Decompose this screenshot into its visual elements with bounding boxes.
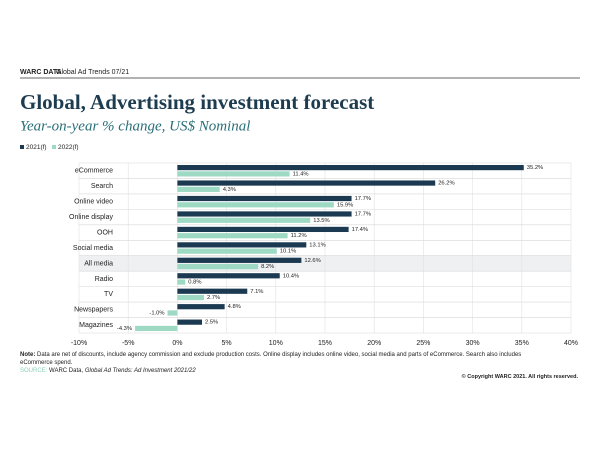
- bar: [177, 319, 202, 325]
- bar: [177, 180, 436, 186]
- value-label: 2.5%: [205, 320, 218, 326]
- category-label: Newspapers: [74, 307, 113, 314]
- category-label: Online video: [74, 198, 113, 205]
- value-label: 8.2%: [261, 264, 274, 270]
- category-label: Social media: [73, 245, 113, 252]
- x-tick-label: 20%: [367, 340, 381, 347]
- bar: [177, 273, 280, 279]
- chart-title: Global, Advertising investment forecast: [20, 90, 374, 114]
- category-label: TV: [104, 291, 113, 298]
- value-label: 35.2%: [527, 165, 543, 171]
- note-text: Data are net of discounts, include agenc…: [20, 352, 522, 366]
- bar: [177, 217, 311, 223]
- category-label: Radio: [95, 276, 113, 283]
- bar: [177, 165, 524, 171]
- bar: [177, 171, 290, 177]
- value-label: 10.4%: [283, 273, 299, 279]
- bar: [177, 288, 248, 294]
- x-tick-label: 25%: [416, 340, 430, 347]
- value-label: 15.9%: [337, 202, 353, 208]
- x-tick-label: -10%: [71, 340, 87, 347]
- bar: [177, 264, 259, 270]
- bar: [135, 325, 178, 332]
- category-label: eCommerce: [75, 168, 113, 175]
- bar: [177, 195, 352, 202]
- bar: [177, 202, 334, 208]
- value-label: 0.8%: [188, 280, 201, 286]
- source: SOURCE: WARC Data, Global Ad Trends: Ad …: [20, 368, 196, 374]
- category-label: Search: [91, 183, 113, 190]
- note-label: Note:: [20, 352, 36, 358]
- bar: [177, 257, 302, 263]
- value-label: 11.4%: [293, 171, 309, 177]
- value-label: 17.7%: [355, 211, 371, 217]
- note: Note: Data are net of discounts, include…: [20, 352, 540, 367]
- x-tick-label: 35%: [515, 340, 529, 347]
- header-title: Global Ad Trends 07/21: [56, 69, 129, 76]
- x-tick-label: 0%: [172, 340, 182, 347]
- source-text: WARC Data,: [49, 368, 84, 374]
- source-title: Global Ad Trends: Ad Investment 2021/22: [84, 368, 196, 374]
- header-brand: WARC DATA: [20, 69, 62, 76]
- x-tick-label: 10%: [269, 340, 283, 347]
- bar: [177, 186, 220, 192]
- value-label: 13.5%: [313, 218, 329, 224]
- legend-swatch: [52, 145, 56, 149]
- x-tick-label: 5%: [222, 340, 232, 347]
- copyright: © Copyright WARC 2021. All rights reserv…: [461, 374, 578, 380]
- chart-subtitle: Year-on-year % change, US$ Nominal: [20, 118, 250, 134]
- bar: [177, 242, 307, 248]
- value-label: 17.4%: [352, 227, 368, 233]
- bar: [167, 310, 178, 316]
- bar: [177, 304, 225, 310]
- value-label: 12.6%: [304, 258, 320, 264]
- category-label: Online display: [69, 214, 113, 221]
- value-label: 2.7%: [207, 295, 220, 301]
- value-label: -1.0%: [149, 311, 164, 317]
- value-label: 26.2%: [438, 181, 454, 187]
- value-label: 17.7%: [355, 196, 371, 202]
- bar: [177, 233, 288, 239]
- legend-swatch: [20, 145, 24, 149]
- category-label: OOH: [97, 229, 113, 236]
- category-label: Magazines: [79, 322, 113, 329]
- value-label: 11.2%: [291, 233, 307, 239]
- value-label: 10.1%: [280, 249, 296, 255]
- x-tick-label: -5%: [122, 340, 134, 347]
- legend-label: 2021(f): [26, 144, 47, 151]
- bar: [177, 279, 186, 285]
- value-label: -4.3%: [117, 326, 132, 332]
- bar: [177, 211, 352, 217]
- x-tick-label: 15%: [318, 340, 332, 347]
- source-label: SOURCE:: [20, 368, 48, 374]
- x-tick-label: 40%: [564, 340, 578, 347]
- bar: [177, 226, 349, 233]
- value-label: 4.3%: [223, 187, 236, 193]
- x-tick-label: 30%: [466, 340, 480, 347]
- category-label: All media: [84, 260, 113, 267]
- bar: [177, 294, 204, 301]
- value-label: 13.1%: [309, 242, 325, 248]
- legend-label: 2022(f): [58, 144, 79, 151]
- bar: [177, 248, 277, 254]
- value-label: 7.1%: [250, 289, 263, 295]
- value-label: 4.8%: [228, 304, 241, 310]
